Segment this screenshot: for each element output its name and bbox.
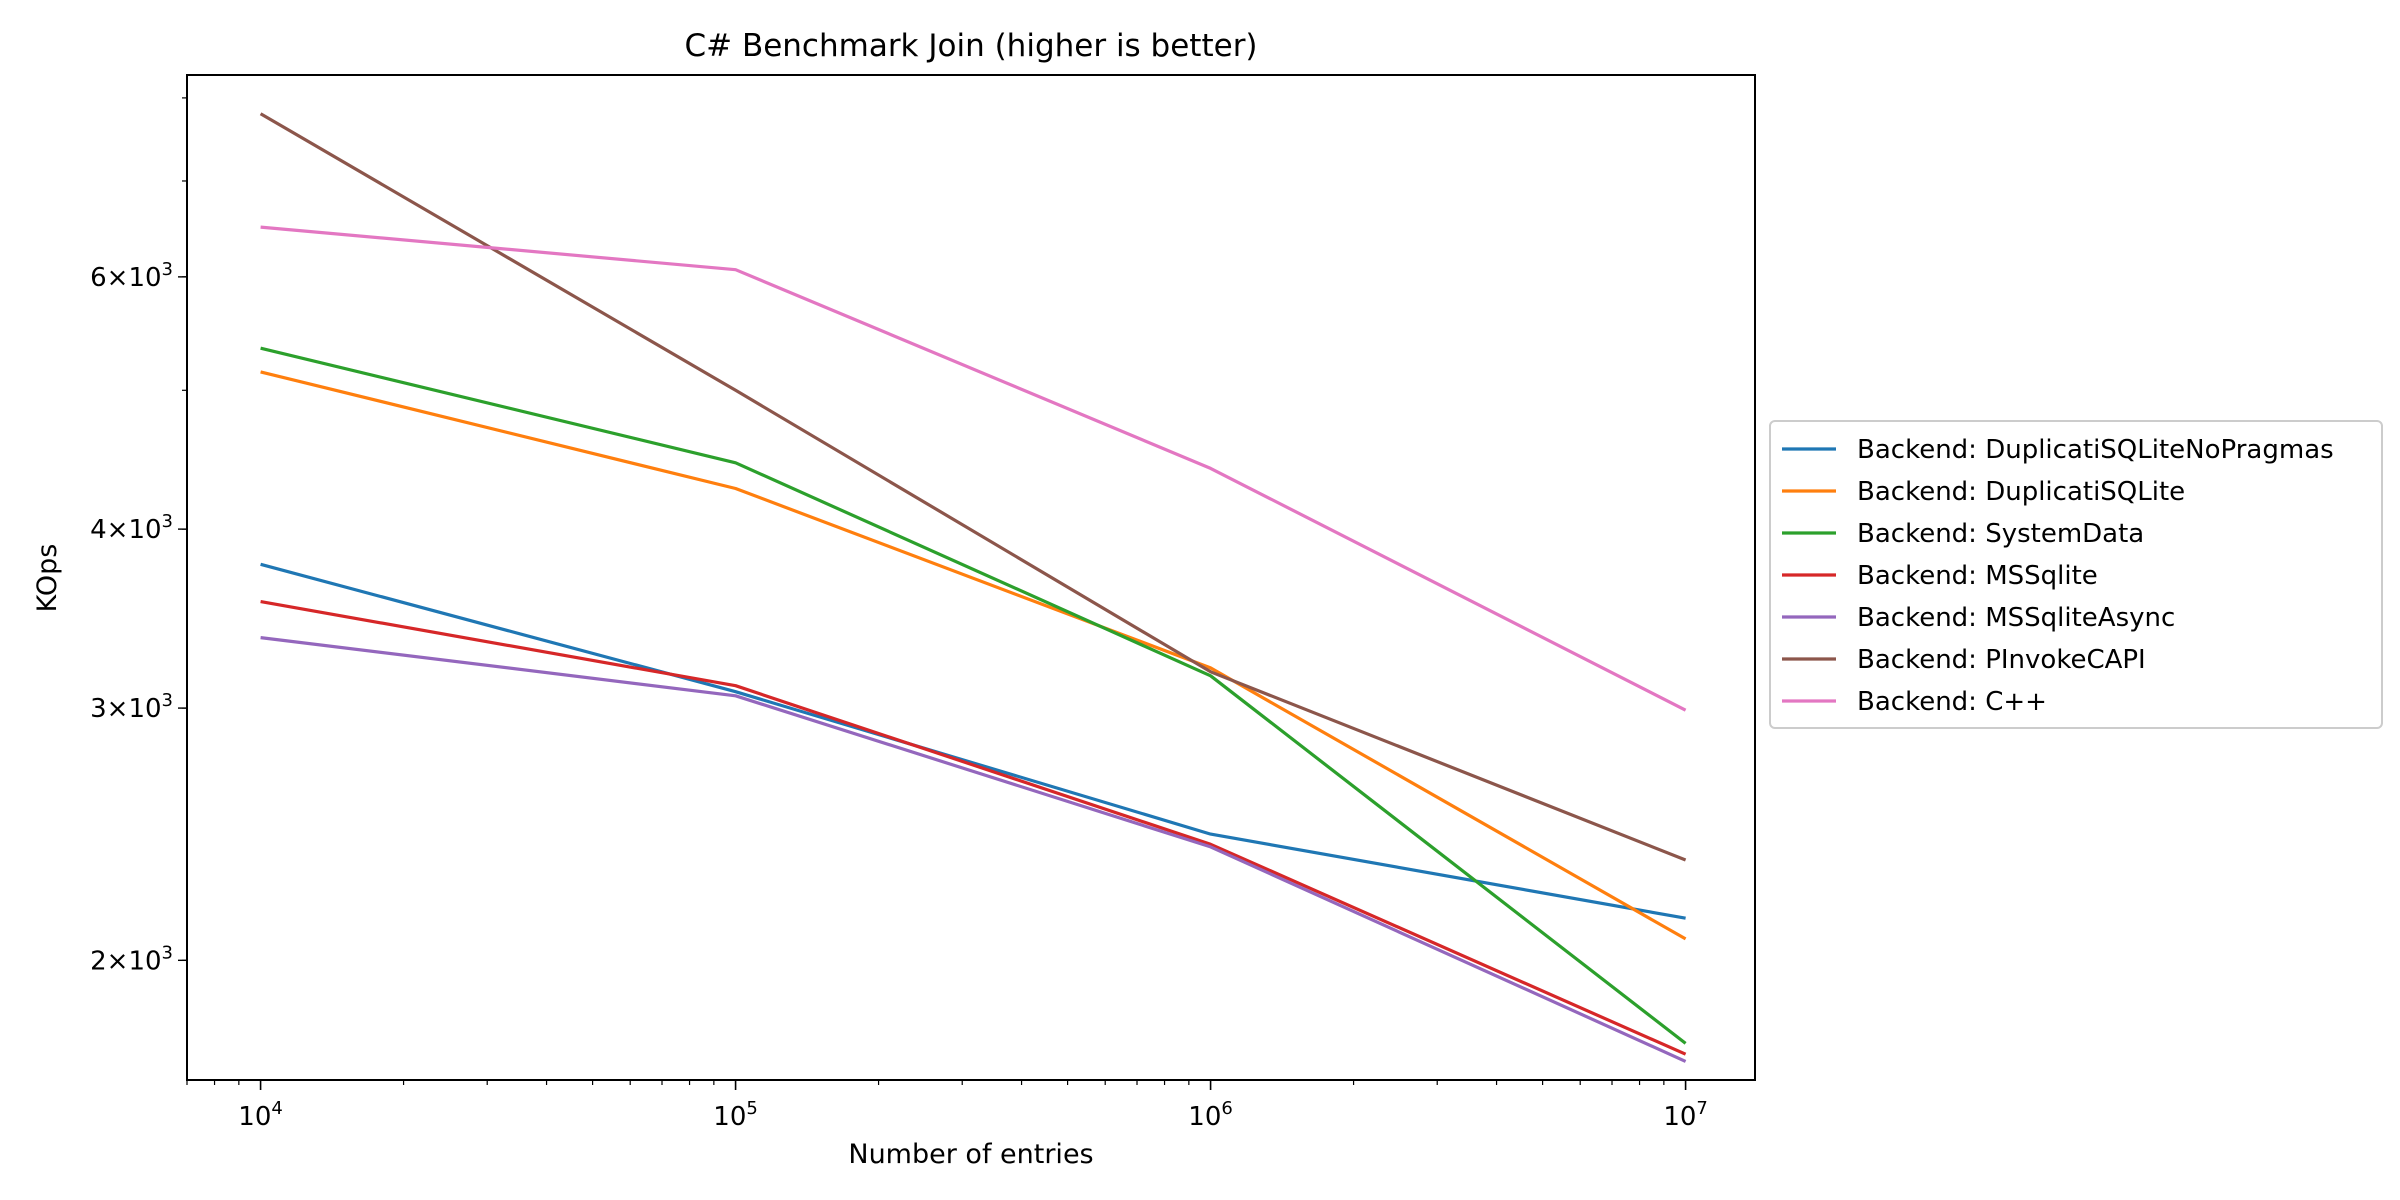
series-line (260, 225, 1687, 712)
legend: Backend: DuplicatiSQLiteNoPragmas Backend… (1769, 420, 2383, 729)
chart-title: C# Benchmark Join (higher is better) (684, 28, 1257, 64)
series-line (260, 346, 1687, 1045)
legend-label: Backend: MSSqliteAsync (1857, 603, 2175, 633)
series-line (259, 112, 1687, 862)
series-line (260, 636, 1687, 1063)
legend-frame (1769, 420, 2383, 729)
plot-area-frame (186, 74, 1756, 1081)
y-tick-label: 3×103 (90, 690, 173, 724)
legend-label: Backend: MSSqlite (1857, 561, 2098, 591)
x-axis-label: Number of entries (848, 1139, 1093, 1170)
y-tick-label: 6×103 (90, 259, 173, 293)
y-tick-label: 2×103 (90, 942, 173, 976)
legend-label: Backend: DuplicatiSQLiteNoPragmas (1857, 435, 2334, 465)
series-line (260, 370, 1687, 941)
legend-label: Backend: C++ (1857, 687, 2047, 717)
y-axis-label: KOps (32, 544, 63, 613)
series-lines (259, 112, 1687, 1063)
legend-label: Backend: DuplicatiSQLite (1857, 477, 2185, 507)
x-tick-label: 105 (713, 1098, 758, 1132)
legend-label: Backend: SystemData (1857, 519, 2144, 549)
x-tick-label: 107 (1663, 1098, 1708, 1132)
axis-ticks: 104 105 106 107 2×103 3×103 4×103 6×103 (90, 97, 1708, 1132)
x-tick-label: 104 (238, 1098, 283, 1132)
x-tick-label: 106 (1188, 1098, 1233, 1132)
y-tick-label: 4×103 (90, 511, 173, 545)
series-line (260, 562, 1686, 920)
legend-label: Backend: PInvokeCAPI (1857, 645, 2146, 675)
series-line (260, 600, 1687, 1056)
